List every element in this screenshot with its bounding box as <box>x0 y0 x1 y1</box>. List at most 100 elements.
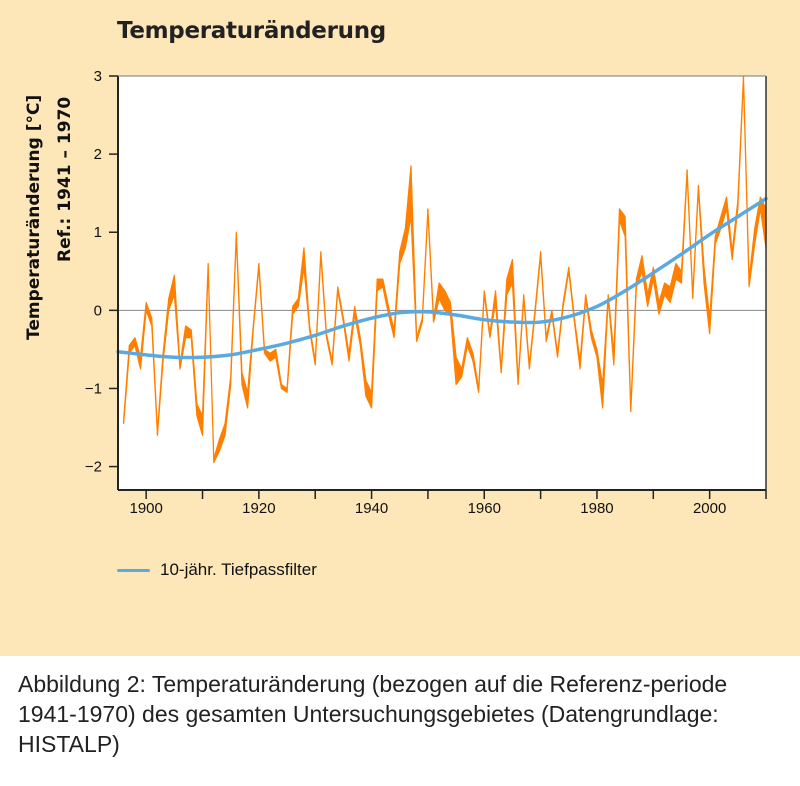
annual-point <box>241 377 243 380</box>
annual-point <box>629 409 632 411</box>
annual-point <box>139 362 142 364</box>
annual-point <box>286 389 288 392</box>
annual-point <box>134 340 136 343</box>
annual-point <box>365 387 367 390</box>
annual-point <box>646 299 649 302</box>
annual-point <box>466 340 469 343</box>
annual-point <box>697 186 700 189</box>
annual-point <box>258 264 260 267</box>
annual-point <box>128 348 131 351</box>
annual-point <box>489 334 491 337</box>
annual-point <box>331 362 333 364</box>
y-tick-label: −2 <box>85 459 102 476</box>
annual-point <box>151 321 153 323</box>
annual-point <box>658 307 660 310</box>
annual-point <box>184 331 187 333</box>
figure-caption: Abbildung 2: Temperaturänderung (bezogen… <box>18 671 728 757</box>
annual-point <box>235 233 238 235</box>
annual-point <box>663 288 666 290</box>
annual-point <box>545 338 548 341</box>
annual-point <box>297 301 300 304</box>
annual-point <box>472 356 474 359</box>
annual-point <box>686 170 688 173</box>
x-tick-label: 1980 <box>580 500 613 517</box>
annual-point <box>528 366 531 368</box>
annual-point <box>274 352 277 355</box>
annual-point <box>691 295 694 298</box>
annual-point <box>680 276 683 278</box>
annual-point <box>320 252 322 255</box>
annual-point <box>494 295 497 298</box>
annual-point <box>229 379 232 382</box>
annual-point <box>748 282 750 284</box>
legend: 10-jähr. Tiefpassfilter <box>117 560 317 580</box>
chart: −2 −1 0 1 2 3 1900 1920 1940 1960 1980 2000 <box>85 68 768 517</box>
annual-point <box>269 356 271 359</box>
axes: −2 −1 0 1 2 3 1900 1920 1940 1960 1980 2000 <box>85 68 767 517</box>
annual-point <box>477 389 480 392</box>
annual-point <box>522 295 525 298</box>
annual-point <box>753 235 756 237</box>
annual-point <box>708 325 711 327</box>
chart-title: Temperaturänderung <box>117 18 386 44</box>
annual-point <box>551 311 553 314</box>
annual-point <box>421 319 424 321</box>
annual-point <box>737 204 739 206</box>
annual-point <box>720 221 722 224</box>
annual-point <box>500 370 502 372</box>
x-tick-label: 1940 <box>355 500 388 517</box>
annual-point <box>539 252 542 255</box>
annual-point <box>618 213 621 216</box>
annual-point <box>336 288 339 290</box>
annual-point <box>483 291 486 294</box>
annual-point <box>252 327 255 329</box>
y-tick-label: 0 <box>94 302 102 319</box>
annual-point <box>731 254 733 257</box>
annual-point <box>590 332 593 335</box>
annual-point <box>173 284 176 286</box>
y-tick-label: 3 <box>94 68 102 85</box>
annual-point <box>607 295 610 298</box>
annual-point <box>308 327 311 329</box>
x-tick-label: 2000 <box>693 500 726 517</box>
y-tick-label: 1 <box>94 224 102 241</box>
annual-point <box>387 309 390 312</box>
annual-point <box>325 334 328 337</box>
x-tick-label: 1960 <box>468 500 501 517</box>
annual-point <box>201 424 204 427</box>
annual-point <box>342 319 345 321</box>
annual-point <box>460 372 463 374</box>
annual-point <box>382 282 384 284</box>
annual-point <box>562 303 564 306</box>
annual-point <box>263 350 266 353</box>
annual-point <box>742 77 745 79</box>
y-tick-label: −1 <box>85 380 102 397</box>
annual-point <box>669 293 672 296</box>
annual-point <box>156 432 159 435</box>
annual-point <box>534 311 536 314</box>
annual-point <box>393 332 395 335</box>
annual-point <box>359 340 362 343</box>
annual-point <box>415 338 418 341</box>
annual-point <box>432 319 435 321</box>
annual-point <box>207 264 209 267</box>
annual-point <box>584 295 587 298</box>
annual-point <box>145 305 147 308</box>
annual-point <box>167 303 170 306</box>
annual-point <box>601 395 604 398</box>
annual-point <box>291 309 294 312</box>
x-tick-label: 1900 <box>129 500 162 517</box>
annual-point <box>303 256 305 259</box>
annual-point <box>725 202 728 204</box>
annual-point <box>675 270 677 273</box>
annual-point <box>444 299 446 302</box>
annual-point <box>517 381 519 384</box>
filter-series <box>116 196 768 360</box>
annual-point <box>190 332 193 335</box>
annual-point <box>410 190 412 193</box>
x-tick-label: 1920 <box>242 500 275 517</box>
annual-point <box>624 225 626 228</box>
legend-swatch-filter <box>117 568 150 572</box>
annual-point <box>573 319 576 321</box>
annual-point <box>506 286 508 288</box>
